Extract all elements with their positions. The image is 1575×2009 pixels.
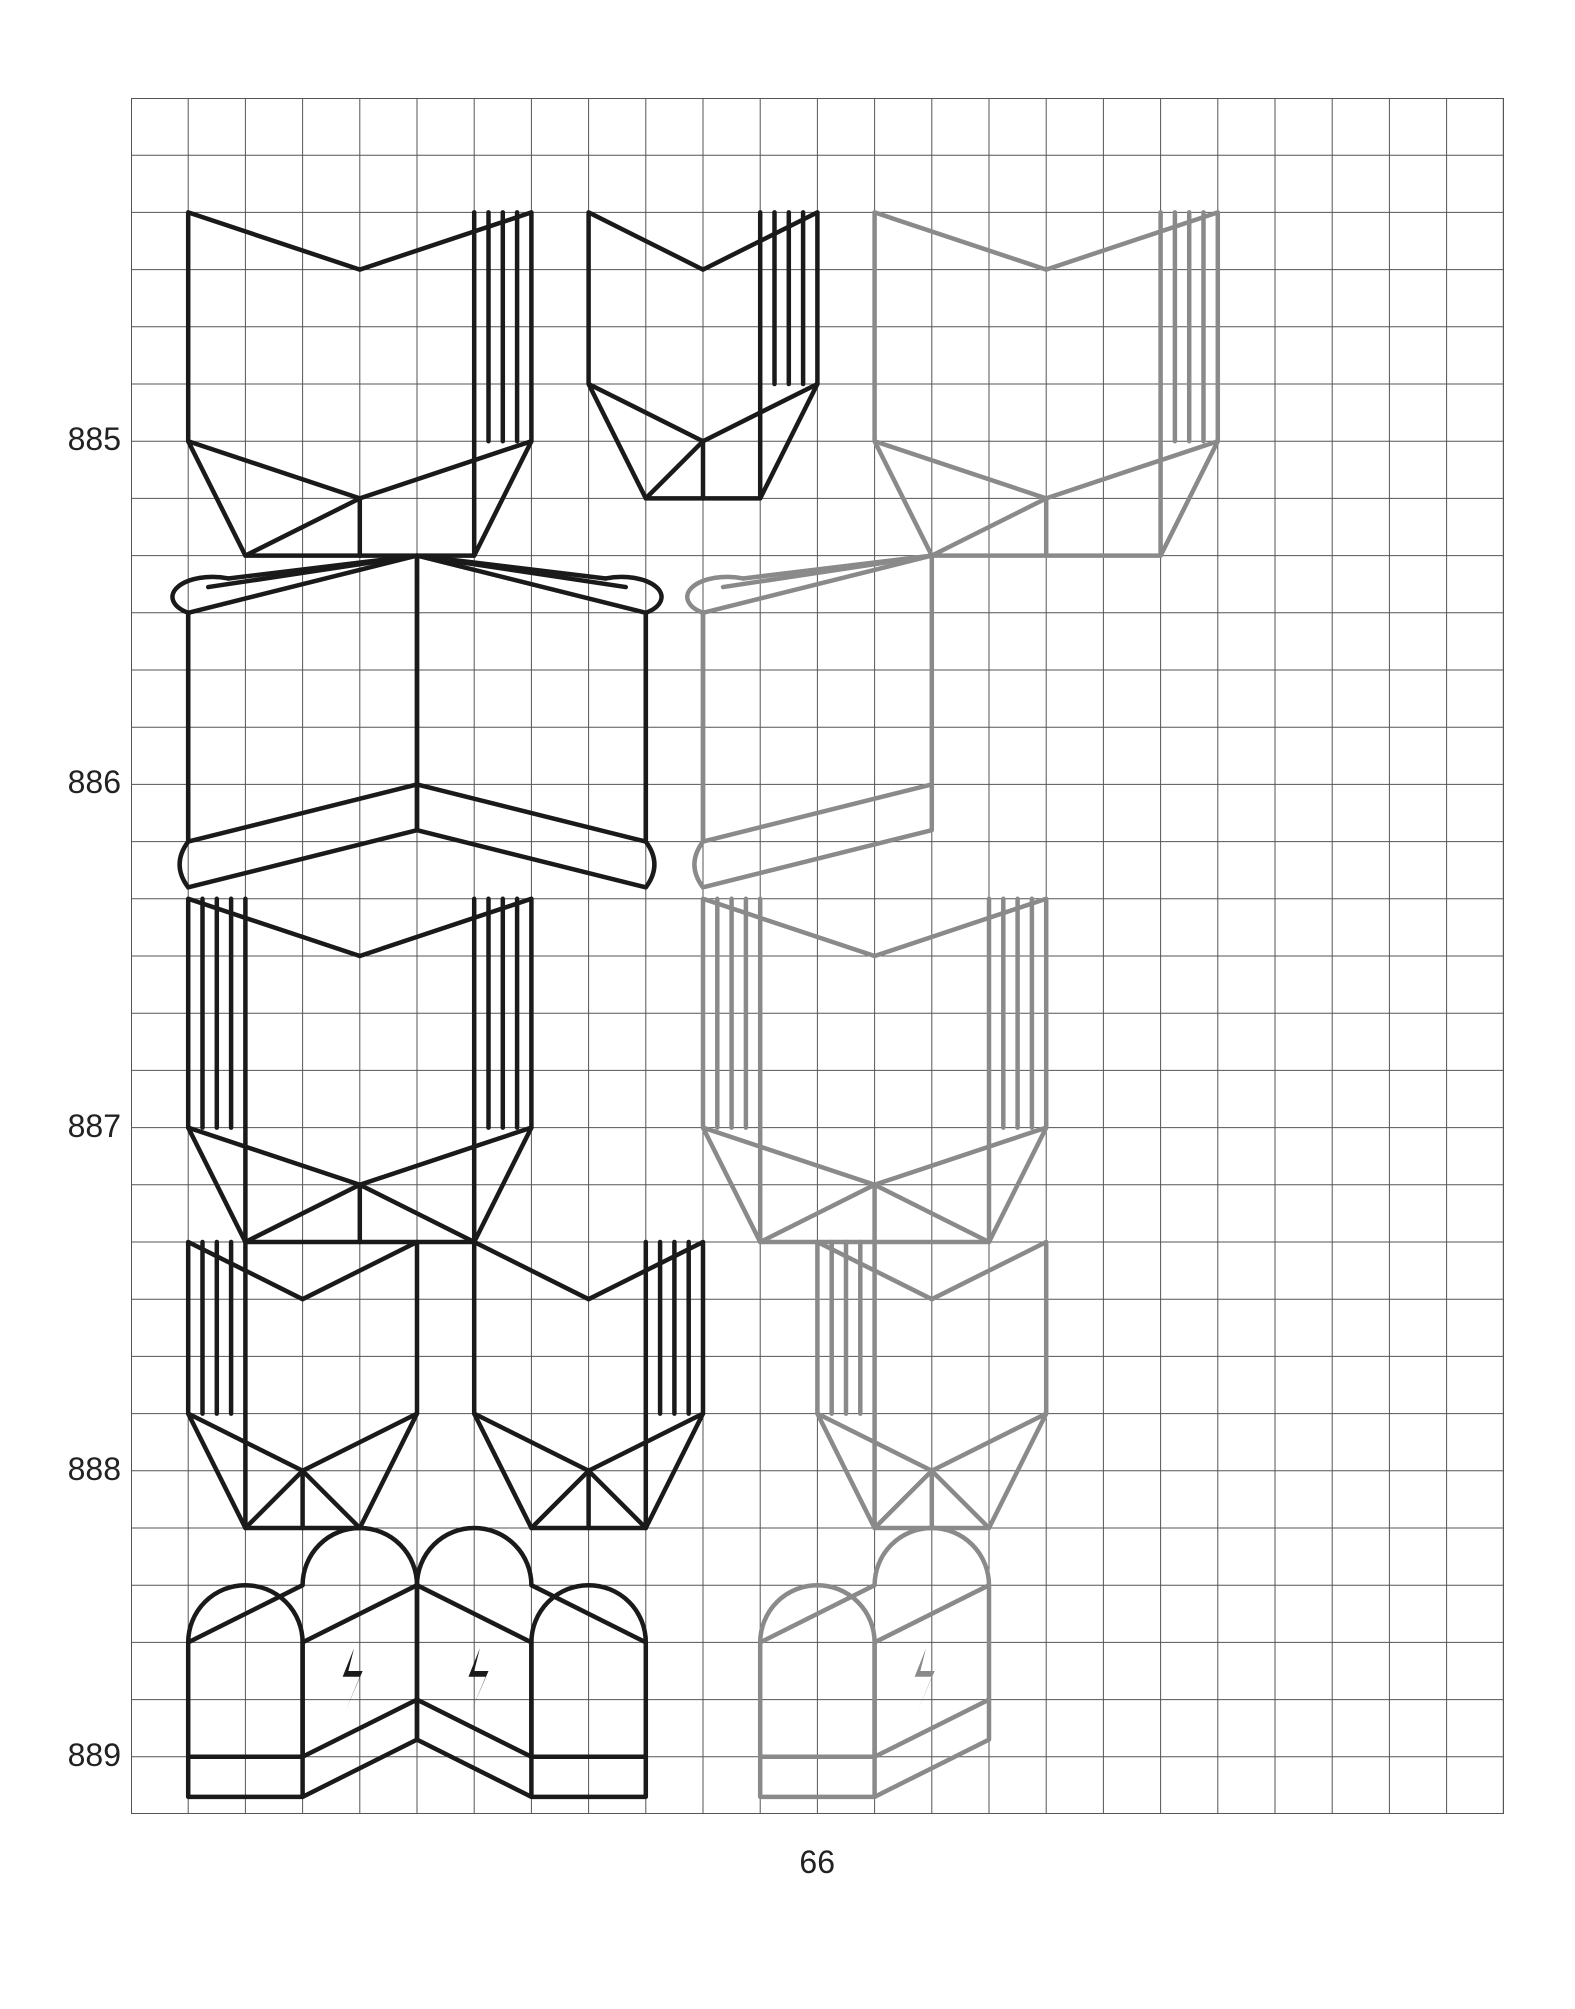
row-label: 886 <box>51 764 121 801</box>
drawing-book886R <box>417 556 662 888</box>
row-label: 887 <box>51 1108 121 1145</box>
row-label: 889 <box>51 1737 121 1774</box>
grid-area <box>131 98 1504 1814</box>
drawing-book886L <box>687 556 932 888</box>
row-label: 888 <box>51 1451 121 1488</box>
row-label: 885 <box>51 421 121 458</box>
drawing-book886L <box>172 556 417 888</box>
worksheet-page: 885 886 887 888 889 66 <box>0 0 1575 2009</box>
page-number: 66 <box>799 1844 835 1881</box>
